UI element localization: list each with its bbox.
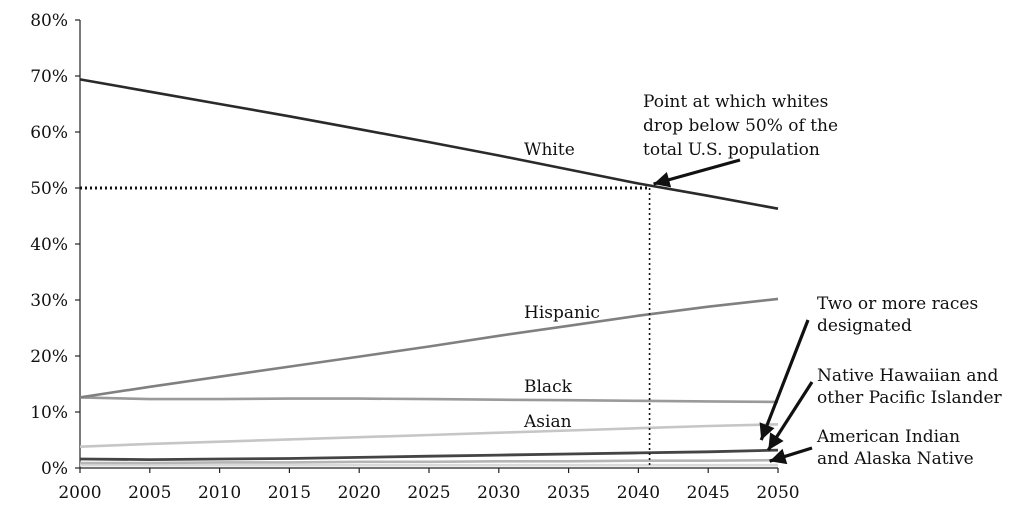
y-tick-label: 0%	[41, 459, 68, 479]
series-lines	[79, 78, 779, 467]
series-label-asian: Asian	[523, 412, 572, 432]
x-tick-label: 2010	[198, 483, 241, 503]
native-hawaiian-arrow-head	[768, 432, 784, 451]
series-line-white	[79, 78, 779, 210]
annotation-american-indian-line: and Alaska Native	[817, 449, 974, 469]
annotations: Point at which whites drop below 50% of t…	[643, 92, 1003, 469]
axes: 0% 10% 20% 30% 40% 50% 60% 70% 80% 2000 2005 2010 20…	[30, 11, 799, 503]
x-tick-label: 2030	[477, 483, 520, 503]
series-line-two-or-more-races-designated	[79, 448, 779, 462]
annotation-crossover-line: total U.S. population	[643, 140, 820, 160]
annotation-two-or-more-line: designated	[817, 316, 912, 336]
annotation-two-or-more-line: Two or more races	[817, 294, 978, 314]
y-tick-label: 30%	[30, 291, 68, 311]
y-tick-label: 40%	[30, 235, 68, 255]
series-label-black: Black	[524, 377, 573, 397]
two-or-more-arrow-shaft	[759, 319, 810, 441]
series-labels: White Hispanic Black Asian	[523, 140, 600, 432]
y-tick-label: 50%	[30, 179, 68, 199]
series-line-asian	[79, 423, 779, 448]
guide-lines	[80, 186, 651, 468]
annotation-american-indian-line: American Indian	[816, 427, 960, 447]
x-tick-label: 2025	[407, 483, 450, 503]
y-tick-label: 10%	[30, 403, 68, 423]
two-or-more-arrow-head	[759, 422, 775, 441]
y-tick-label: 20%	[30, 347, 68, 367]
series-label-white: White	[524, 140, 575, 160]
series-label-hispanic: Hispanic	[524, 303, 600, 323]
annotation-native-hawaiian-line: other Pacific Islander	[817, 388, 1003, 408]
annotation-native-hawaiian-line: Native Hawaiian and	[817, 366, 998, 386]
y-tick-label: 80%	[30, 11, 68, 31]
american-indian-arrow-head	[769, 448, 788, 465]
series-line-native-hawaiian-and-other-pacific-islander	[80, 458, 779, 465]
x-tick-label: 2050	[756, 483, 799, 503]
series-line-hispanic	[79, 297, 779, 399]
x-tick-label: 2005	[128, 483, 171, 503]
x-tick-label: 2015	[268, 483, 311, 503]
annotation-crossover-line: drop below 50% of the	[643, 116, 838, 136]
x-tick-label: 2020	[338, 483, 381, 503]
annotation-crossover-line: Point at which whites	[643, 92, 828, 112]
y-tick-label: 60%	[30, 123, 68, 143]
crossover-arrow-head	[653, 172, 672, 188]
x-tick-label: 2045	[687, 483, 730, 503]
x-tick-label: 2000	[58, 483, 101, 503]
series-line-black	[79, 396, 779, 404]
y-tick-label: 70%	[30, 67, 68, 87]
x-tick-label: 2040	[617, 483, 660, 503]
x-tick-label: 2035	[547, 483, 590, 503]
